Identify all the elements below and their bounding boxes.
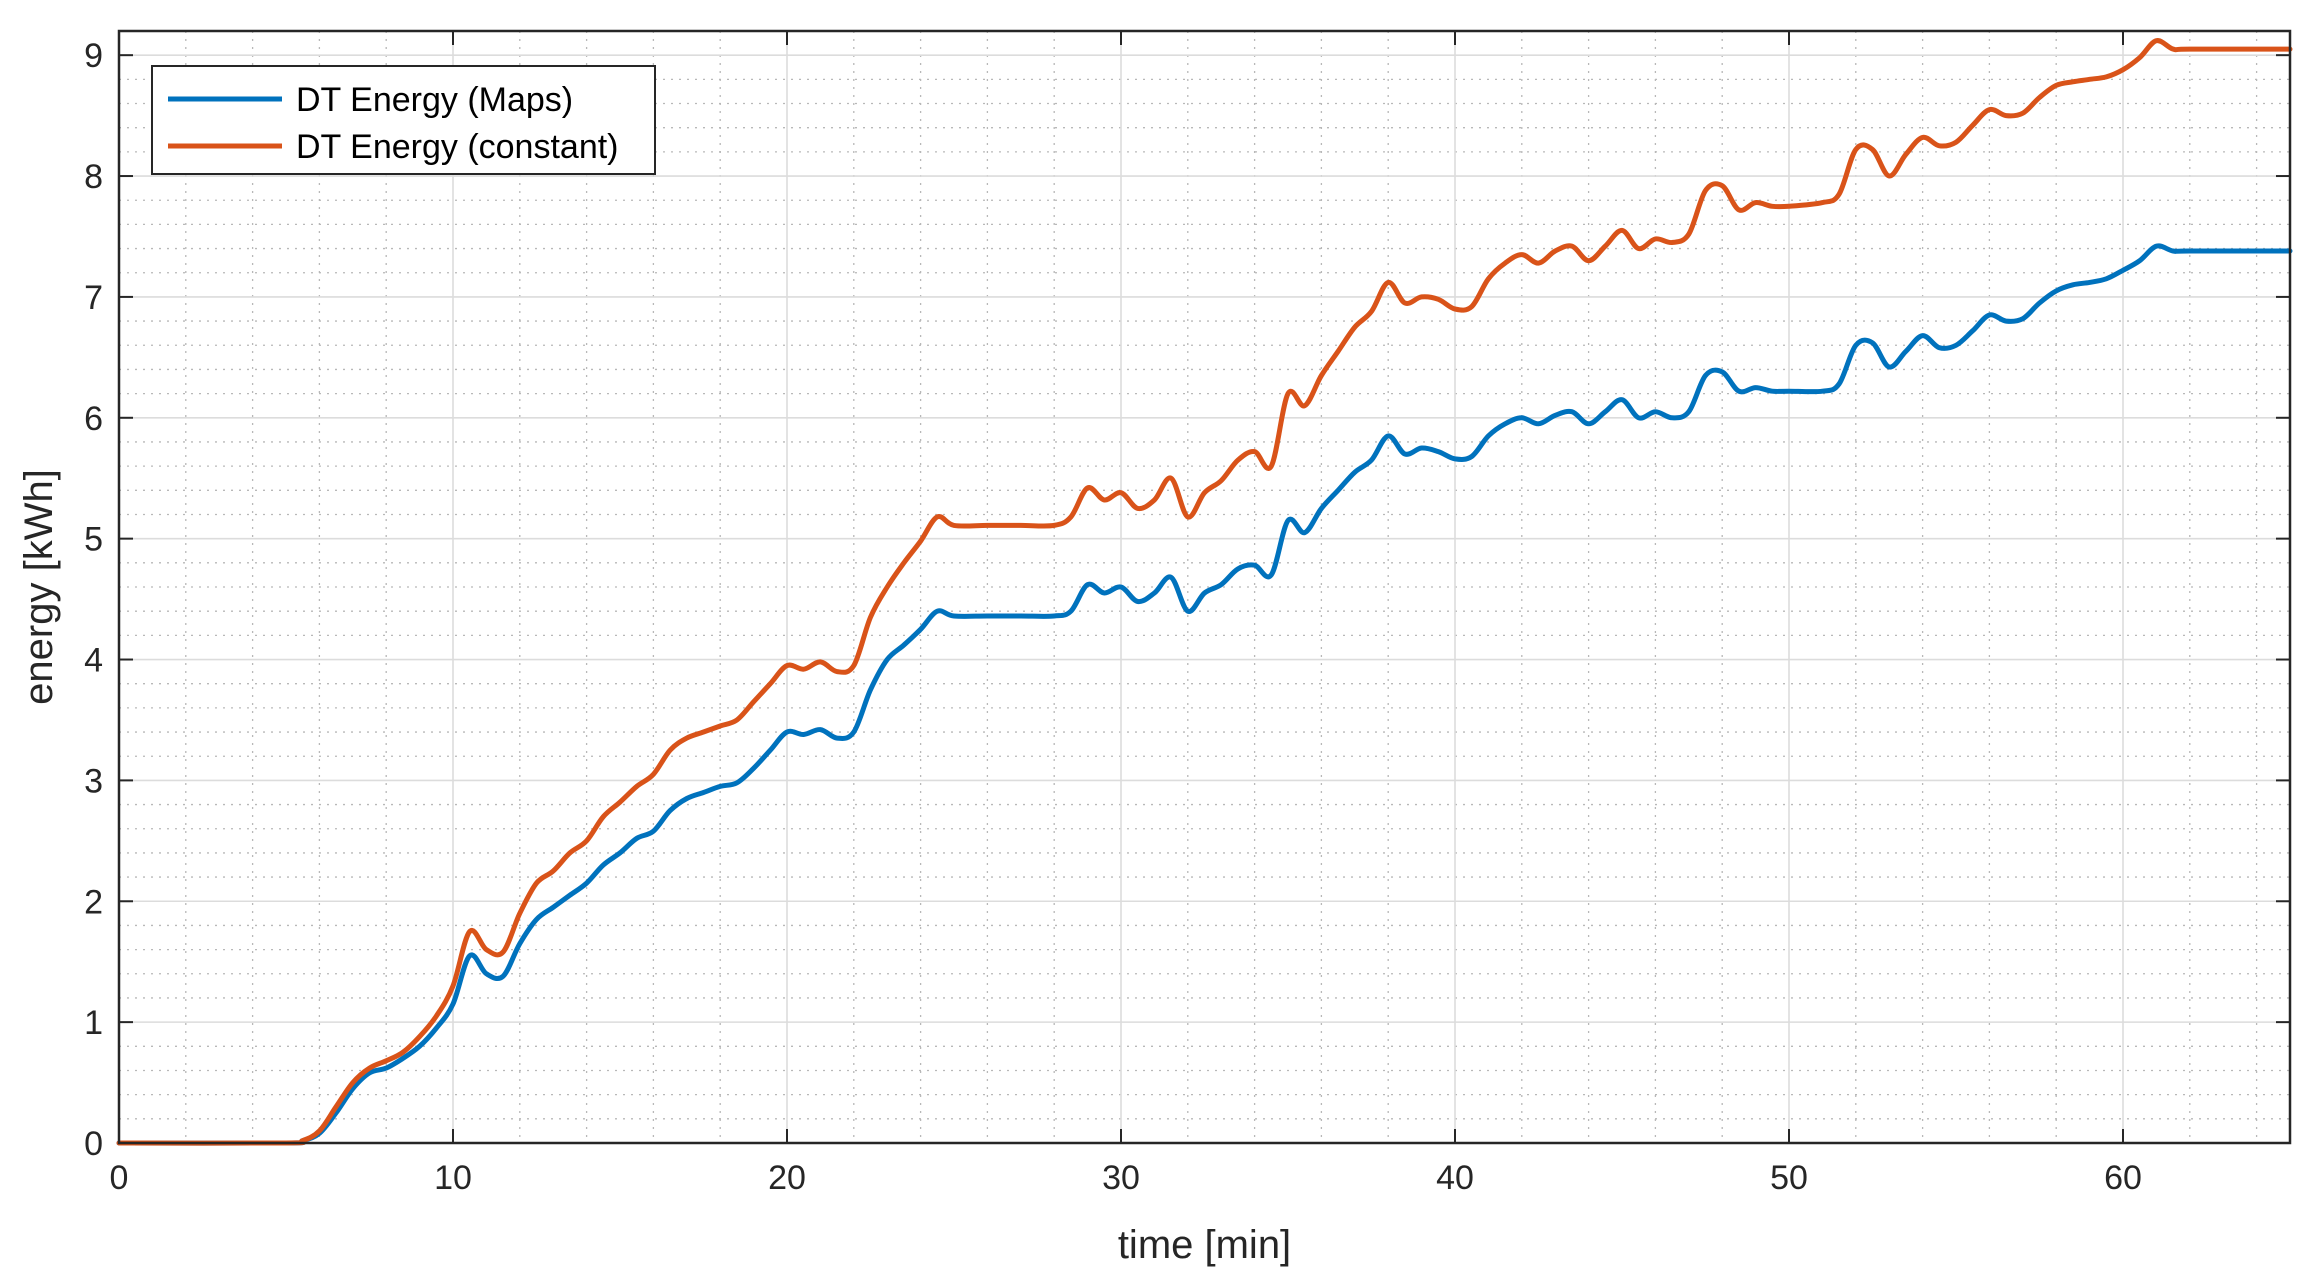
major-grid xyxy=(118,31,2290,1144)
plot-area xyxy=(119,31,2290,1143)
legend-entry-maps: DT Energy (Maps) xyxy=(296,81,573,119)
y-tick-label: 3 xyxy=(84,762,103,800)
y-tick-label: 9 xyxy=(84,37,103,75)
x-tick-label: 30 xyxy=(1102,1159,1140,1197)
y-tick-label: 4 xyxy=(84,642,103,680)
series-layer xyxy=(116,38,2293,1146)
x-tick-label: 20 xyxy=(768,1159,806,1197)
series-line-maps xyxy=(116,243,2293,1146)
y-axis-label: energy [kWh] xyxy=(17,469,61,705)
plot-frame xyxy=(117,29,2292,1145)
y-tick-label: 6 xyxy=(84,400,103,438)
x-tick-label: 60 xyxy=(2104,1159,2142,1197)
x-axis-label: time [min] xyxy=(1118,1223,1291,1267)
x-tick-label: 50 xyxy=(1770,1159,1808,1197)
y-tick-labels: 0 1 2 3 4 5 6 7 8 9 xyxy=(84,37,103,1163)
x-tick-label: 40 xyxy=(1436,1159,1474,1197)
y-tick-label: 0 xyxy=(84,1125,103,1163)
x-tick-labels: 0 10 20 30 40 50 60 xyxy=(110,1159,2142,1197)
legend-entry-constant: DT Energy (constant) xyxy=(296,128,619,166)
legend-box xyxy=(151,65,656,175)
ticks-layer xyxy=(118,31,2290,1144)
x-tick-label: 0 xyxy=(110,1159,129,1197)
minor-grid xyxy=(119,30,2290,1143)
legend: DT Energy (Maps) DT Energy (constant) xyxy=(151,65,656,175)
y-tick-label: 1 xyxy=(84,1004,103,1042)
y-tick-label: 2 xyxy=(84,883,103,921)
y-tick-label: 7 xyxy=(84,279,103,317)
series-line-constant xyxy=(116,38,2293,1146)
y-tick-label: 5 xyxy=(84,521,103,559)
y-tick-label: 8 xyxy=(84,158,103,196)
x-tick-label: 10 xyxy=(434,1159,472,1197)
